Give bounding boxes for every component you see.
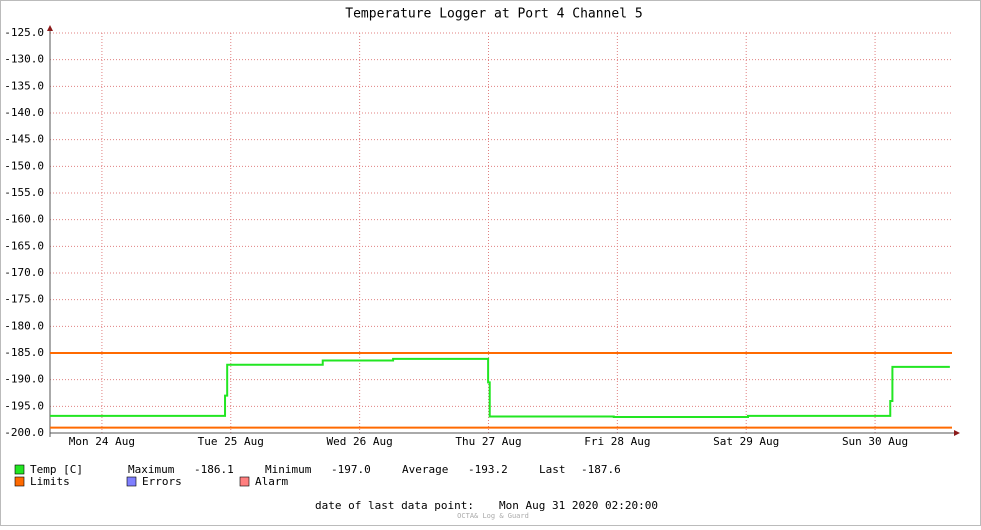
y-tick-label: -150.0 <box>4 159 44 172</box>
stat-name: Average <box>402 463 448 476</box>
y-tick-label: -125.0 <box>4 26 44 39</box>
x-tick-label: Tue 25 Aug <box>198 435 264 448</box>
x-tick-label: Fri 28 Aug <box>584 435 650 448</box>
legend-label: Temp [C] <box>30 463 83 476</box>
stat-value: -193.2 <box>468 463 508 476</box>
y-tick-label: -140.0 <box>4 106 44 119</box>
last-point: Mon Aug 31 2020 02:20:00 <box>499 499 658 512</box>
y-tick-label: -200.0 <box>4 426 44 439</box>
stat-value: -197.0 <box>331 463 371 476</box>
chart-title: Temperature Logger at Port 4 Channel 5 <box>345 7 642 22</box>
footer: OCTA& Log & Guard <box>457 512 529 520</box>
legend-swatch <box>239 476 250 487</box>
legend-label: Errors <box>142 475 182 488</box>
x-tick-label: Sun 30 Aug <box>842 435 908 448</box>
axis-arrow <box>954 430 960 436</box>
stat-name: Minimum <box>265 463 312 476</box>
y-tick-label: -190.0 <box>4 373 44 386</box>
data-line <box>50 357 950 418</box>
stat-value: -186.1 <box>194 463 234 476</box>
legend-swatch <box>14 476 25 487</box>
y-tick-label: -165.0 <box>4 239 44 252</box>
stat-name: Last <box>539 463 566 476</box>
y-tick-label: -195.0 <box>4 399 44 412</box>
y-tick-label: -155.0 <box>4 186 44 199</box>
x-tick-label: Mon 24 Aug <box>69 435 135 448</box>
y-tick-label: -175.0 <box>4 293 44 306</box>
x-tick-label: Wed 26 Aug <box>327 435 393 448</box>
legend-swatch <box>14 464 25 475</box>
axis-arrow <box>47 25 53 31</box>
legend-label: Alarm <box>255 475 288 488</box>
x-tick-label: Sat 29 Aug <box>713 435 779 448</box>
y-tick-label: -130.0 <box>4 53 44 66</box>
legend-swatch <box>126 476 137 487</box>
stat-value: -187.6 <box>581 463 621 476</box>
legend-label: Limits <box>30 475 70 488</box>
y-tick-label: -160.0 <box>4 213 44 226</box>
y-tick-label: -185.0 <box>4 346 44 359</box>
x-tick-label: Thu 27 Aug <box>455 435 521 448</box>
stat-name: Maximum <box>128 463 175 476</box>
y-tick-label: -170.0 <box>4 266 44 279</box>
last-point-label: date of last data point: <box>315 499 474 512</box>
y-tick-label: -180.0 <box>4 319 44 332</box>
y-tick-label: -135.0 <box>4 79 44 92</box>
y-tick-label: -145.0 <box>4 133 44 146</box>
